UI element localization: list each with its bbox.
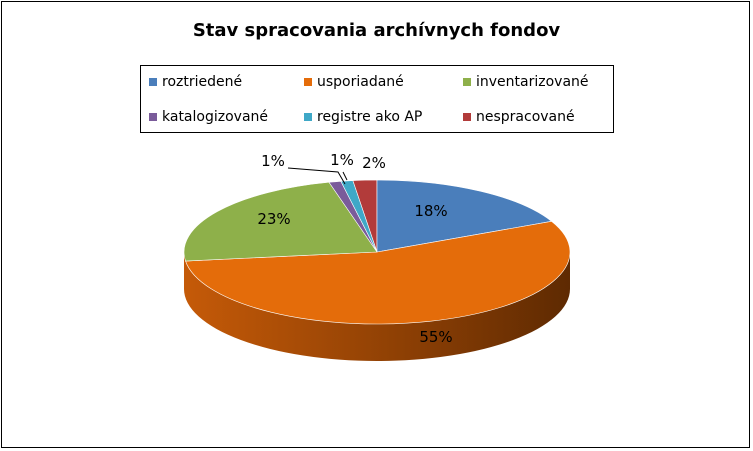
legend-swatch-inventarizovane [463,78,471,86]
pie-slices [183,179,571,325]
pie-data-labels: 18% 55% 23% 1% 1% 2% [257,151,452,346]
pie-side-wall [184,252,570,361]
legend-swatch-registre-ako-ap [304,113,312,121]
legend-label-roztriedene: roztriedené [162,74,243,90]
data-label-registre-ako-AP: 1% [330,151,354,169]
chart-title: Stav spracovania archívnych fondov [192,20,561,41]
legend-label-usporiadane: usporiadané [317,74,404,90]
legend-item-nespracovane: nespracované [463,106,575,128]
leader-line-2 [342,171,348,181]
legend-swatch-katalogizovane [149,113,157,121]
data-label-nespracované: 2% [362,154,386,172]
data-label-katalogizované: 1% [261,152,285,170]
legend-swatch-usporiadane [304,78,312,86]
legend-label-inventarizovane: inventarizované [476,74,589,90]
pie-slice-inventarizované [183,181,378,262]
legend-item-katalogizovane: katalogizované [149,106,268,128]
legend-label-katalogizovane: katalogizované [162,109,269,125]
legend-item-usporiadane: usporiadané [304,71,404,93]
leader-line-1 [287,167,346,185]
data-label-usporiadané: 55% [419,328,452,346]
legend-item-inventarizovane: inventarizované [463,71,589,93]
legend-label-nespracovane: nespracované [476,109,575,125]
chart-legend: roztriedené usporiadané inventarizované … [140,65,614,133]
pie-slice-roztriedené [376,179,553,253]
legend-item-registre-ako-ap: registre ako AP [304,106,422,128]
legend-item-roztriedene: roztriedené [149,71,242,93]
data-label-inventarizované: 23% [257,210,290,228]
legend-swatch-nespracovane [463,113,471,121]
pie-slice-usporiadané [185,221,571,325]
data-label-roztriedené: 18% [414,202,447,220]
legend-label-registre-ako-ap: registre ako AP [317,109,423,125]
pie-side-face [184,252,570,361]
pie-slice-registre-ako-AP [340,180,378,253]
legend-swatch-roztriedene [149,78,157,86]
